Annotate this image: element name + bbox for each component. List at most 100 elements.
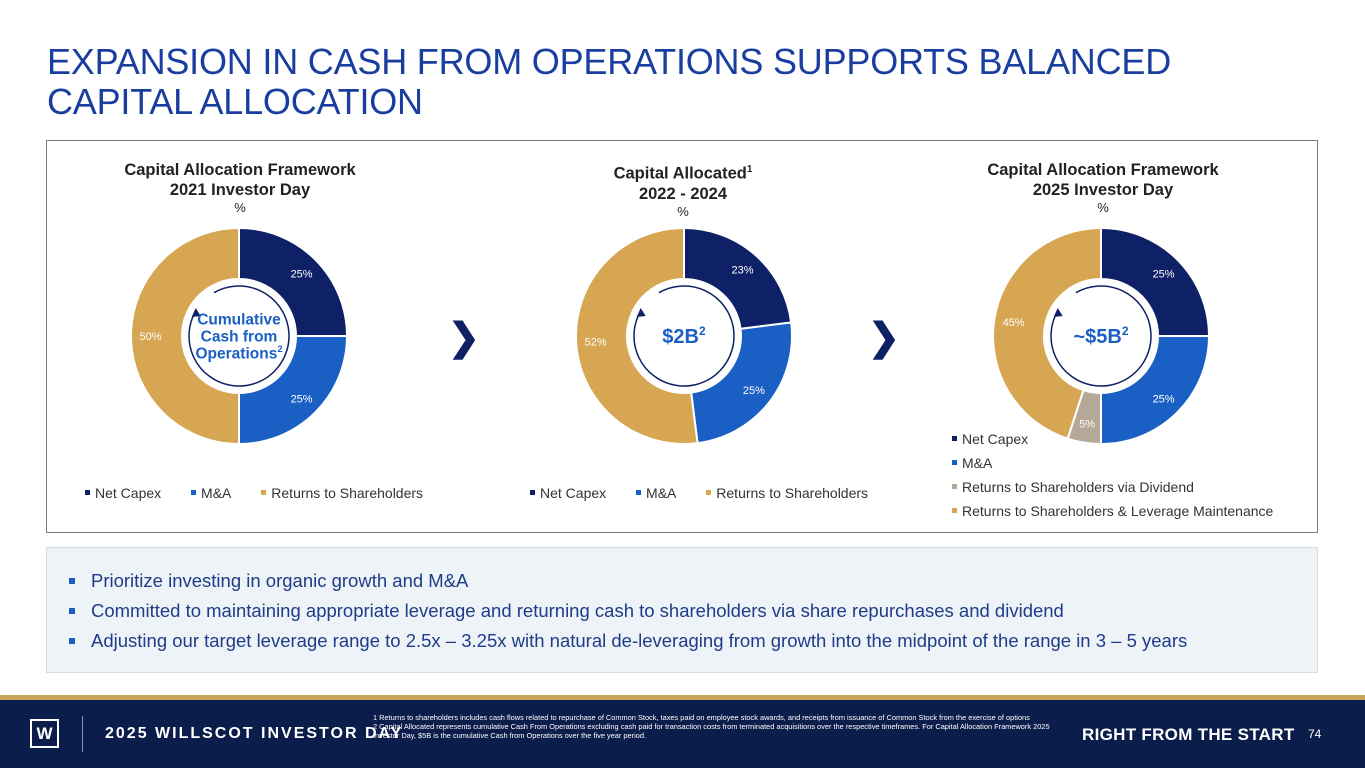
chart-2-donut: 23% 25% 52% $2B2 [575, 226, 793, 445]
page-title-line2: CAPITAL ALLOCATION [47, 81, 423, 122]
legend-item-ma: M&A [952, 451, 1273, 475]
chart-1-header: Capital Allocation Framework 2021 Invest… [90, 160, 390, 216]
chart-1-subtitle: 2021 Investor Day [169, 181, 311, 199]
footer-divider [82, 716, 83, 752]
legend-item-returns: Returns to Shareholders [261, 485, 423, 501]
slice-label: 52% [585, 337, 607, 349]
legend-label: Returns to Shareholders [716, 485, 869, 501]
chart-2-title: Capital Allocated1 [533, 160, 833, 184]
footnote-2: 2 Capital Allocated represents cumulativ… [373, 722, 1050, 741]
legend-label: M&A [646, 485, 677, 501]
legend-label: M&A [962, 455, 993, 471]
chart-3-donut: 25% 25% 5% 45% ~$5B2 [992, 226, 1211, 446]
page-title-line1: EXPANSION IN CASH FROM OPERATIONS SUPPOR… [47, 41, 1172, 82]
legend-item-net-capex: Net Capex [952, 427, 1273, 451]
donut-center-label: ~$5B2 [1073, 324, 1128, 348]
chart-3-legend: Net Capex M&A Returns to Shareholders vi… [952, 427, 1273, 523]
chevron-right-icon: ❯ [448, 317, 480, 359]
legend-label: Net Capex [95, 485, 162, 501]
slice-label: 25% [1153, 394, 1175, 406]
legend-item-returns: Returns to Shareholders [706, 485, 868, 501]
slice-label: 5% [1079, 418, 1095, 430]
footnote-1: 1 Returns to shareholders includes cash … [373, 713, 1030, 722]
legend-label: Net Capex [540, 485, 607, 501]
legend-item-ma: M&A [191, 485, 231, 501]
slice-label: 25% [743, 385, 765, 397]
footer: W 2025 WILLSCOT INVESTOR DAY 1 Returns t… [0, 700, 1365, 768]
donut-slice [1100, 335, 1211, 446]
slice-label: 25% [1153, 268, 1175, 280]
legend-item-returns-leverage: Returns to Shareholders & Leverage Maint… [952, 499, 1273, 523]
legend-swatch [952, 483, 957, 489]
willscot-logo: W [30, 719, 59, 748]
legend-swatch [706, 489, 712, 495]
donut-slice [992, 226, 1102, 440]
slice-label: 50% [139, 331, 161, 343]
legend-label: M&A [201, 485, 232, 501]
legend-item-dividend: Returns to Shareholders via Dividend [952, 475, 1273, 499]
legend-label: Returns to Shareholders [271, 485, 424, 501]
legend-swatch [530, 489, 535, 495]
chart-1-title: Capital Allocation Framework [124, 161, 356, 179]
donut-slice [690, 321, 793, 445]
donut-slice [575, 226, 699, 445]
donut-center-label: $2B2 [662, 324, 706, 348]
donut-center-label: Cash from [201, 328, 278, 345]
chart-2-unit: % [677, 203, 689, 219]
chart-1-legend: Net Capex M&A Returns to Shareholders [85, 485, 449, 501]
legend-item-net-capex: Net Capex [530, 485, 606, 501]
cycle-arrow-icon [633, 285, 735, 387]
legend-swatch [261, 489, 267, 495]
bullet-item: Prioritize investing in organic growth a… [67, 566, 1317, 596]
chart-3-subtitle: 2025 Investor Day [1032, 181, 1174, 199]
donut-slice [130, 226, 240, 446]
chart-3-unit: % [1097, 200, 1109, 215]
key-points-list: Prioritize investing in organic growth a… [47, 548, 1317, 656]
cycle-arrow-icon [188, 285, 290, 387]
bullet-item: Adjusting our target leverage range to 2… [67, 626, 1317, 656]
chart-2-title-text: Capital Allocated [613, 164, 747, 183]
donut-center-label: Cumulative [197, 311, 281, 328]
donut-center-label: Operations2 [196, 344, 283, 362]
donut-slice [1100, 226, 1211, 337]
donut-slice [238, 226, 349, 337]
chart-2-legend: Net Capex M&A Returns to Shareholders [530, 485, 894, 501]
charts-panel [46, 140, 1318, 533]
legend-swatch [952, 507, 957, 513]
slice-label: 45% [1003, 317, 1025, 329]
footnotes: 1 Returns to shareholders includes cash … [373, 713, 1063, 741]
slice-label: 25% [291, 268, 313, 280]
donut-slice [238, 335, 349, 446]
chart-3-title: Capital Allocation Framework [987, 161, 1219, 179]
chart-1-unit: % [234, 200, 246, 215]
chart-2-header: Capital Allocated1 2022 - 2024 % [533, 160, 833, 220]
legend-swatch [191, 489, 197, 495]
page-title: EXPANSION IN CASH FROM OPERATIONS SUPPOR… [47, 42, 1307, 122]
arrowhead-icon [191, 308, 201, 317]
legend-label: Returns to Shareholders via Dividend [962, 479, 1194, 495]
footer-tagline: RIGHT FROM THE START [1082, 725, 1295, 744]
arrowhead-icon [1053, 308, 1063, 317]
legend-label: Returns to Shareholders & Leverage Maint… [962, 503, 1274, 519]
legend-swatch [952, 435, 957, 441]
arrowhead-icon [636, 308, 646, 317]
legend-label: Net Capex [962, 431, 1029, 447]
chart-2-title-sup: 1 [746, 164, 753, 175]
key-points-box: Prioritize investing in organic growth a… [46, 547, 1318, 673]
chart-2-subtitle: 2022 - 2024 [638, 184, 728, 203]
legend-swatch [85, 489, 90, 495]
slice-label: 23% [732, 265, 754, 277]
legend-swatch [636, 489, 642, 495]
donut-slice [683, 226, 793, 330]
page-number: 74 [1308, 727, 1322, 741]
slice-label: 25% [291, 394, 313, 406]
legend-item-ma: M&A [636, 485, 676, 501]
chart-3-header: Capital Allocation Framework 2025 Invest… [953, 160, 1253, 216]
legend-swatch [952, 459, 957, 465]
chevron-right-icon: ❯ [868, 317, 900, 359]
bullet-item: Committed to maintaining appropriate lev… [67, 596, 1317, 626]
legend-item-net-capex: Net Capex [85, 485, 161, 501]
footer-brand: 2025 WILLSCOT INVESTOR DAY [105, 725, 404, 742]
cycle-arrow-icon [1050, 285, 1152, 387]
